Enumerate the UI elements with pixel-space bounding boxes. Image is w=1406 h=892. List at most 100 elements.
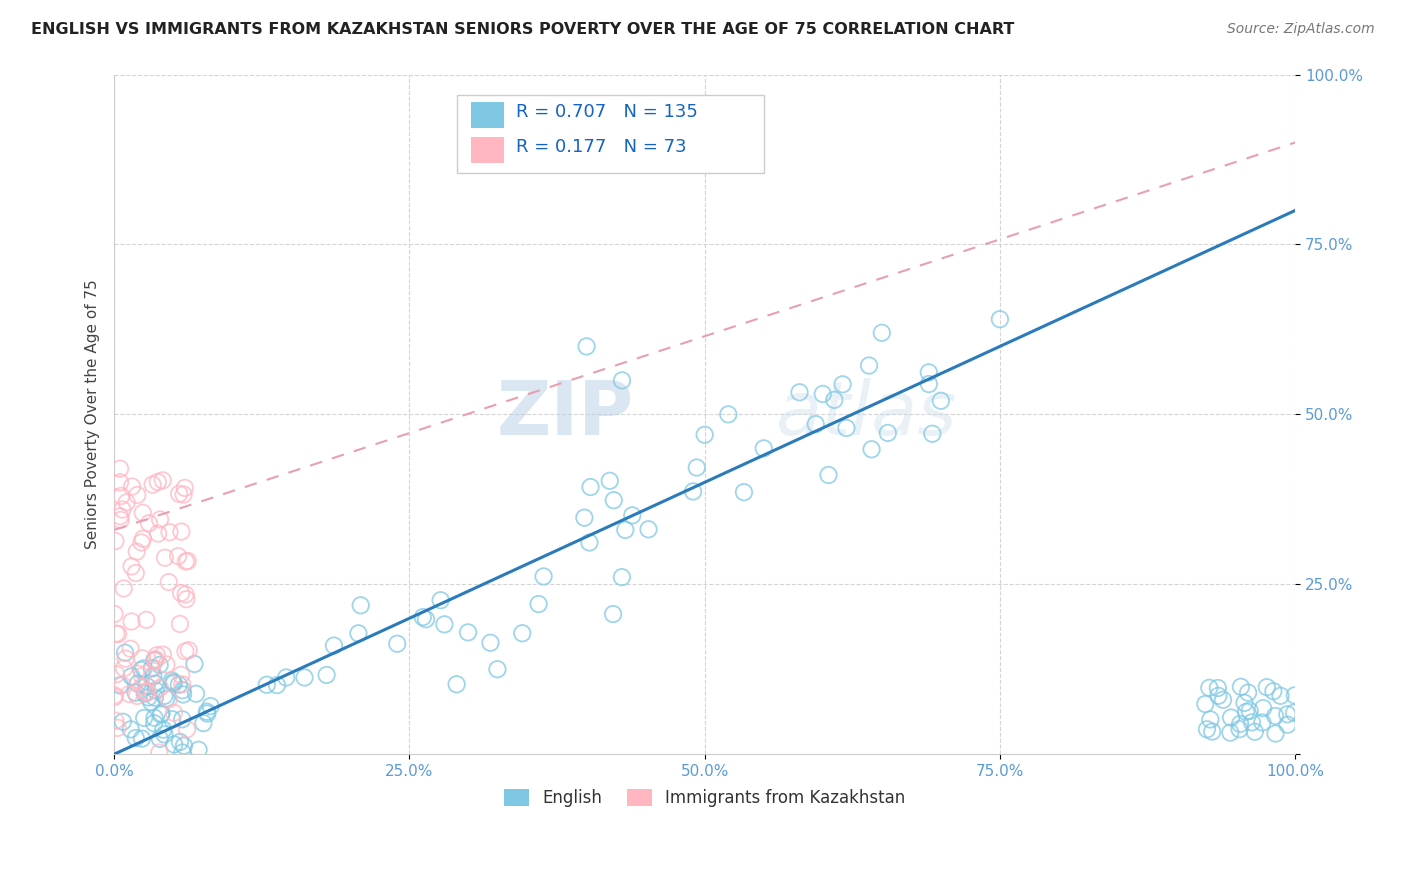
Point [486,662,509,676]
Point [1240,715,1263,730]
Point [159,525,181,540]
Point [1251,701,1274,715]
Point [266,678,288,692]
Point [120,641,142,656]
Point [823,392,845,407]
Point [412,610,434,624]
Point [143,676,166,690]
Point [132,661,155,675]
Point [172,683,194,698]
Point [929,393,952,408]
Point [170,668,193,682]
Point [108,678,131,692]
Point [446,677,468,691]
Point [610,570,633,584]
Point [115,495,138,509]
Point [125,566,148,580]
Point [177,643,200,657]
Point [114,646,136,660]
Point [860,442,883,457]
Point [294,671,316,685]
Point [146,526,169,541]
Point [195,705,218,719]
Point [988,312,1011,326]
Point [169,735,191,749]
Y-axis label: Seniors Poverty Over the Age of 75: Seniors Poverty Over the Age of 75 [86,279,100,549]
Point [921,426,943,441]
Point [686,460,709,475]
Point [1277,707,1299,722]
Point [152,723,174,737]
Point [134,711,156,725]
Point [118,687,141,701]
Point [138,690,160,705]
Point [693,427,716,442]
Point [200,699,222,714]
Point [173,739,195,753]
Point [146,475,169,489]
Point [157,692,180,706]
Point [134,685,156,699]
Point [152,648,174,662]
Point [1239,704,1261,718]
Point [429,593,451,607]
Point [172,746,194,760]
FancyBboxPatch shape [457,95,763,173]
Point [157,575,180,590]
Point [315,668,337,682]
Point [256,678,278,692]
Point [195,706,218,721]
Text: R = 0.707   N = 135: R = 0.707 N = 135 [516,103,697,121]
Point [111,502,134,516]
Point [105,626,128,640]
Point [145,683,167,698]
Point [121,615,143,629]
Point [104,714,127,728]
Point [167,487,190,501]
Text: R = 0.177   N = 73: R = 0.177 N = 73 [516,138,686,156]
Point [276,670,298,684]
Point [135,679,157,693]
Point [104,689,127,703]
Point [173,487,195,501]
Point [614,523,637,537]
Point [149,512,172,526]
Point [148,746,170,760]
Point [142,669,165,683]
Point [323,639,346,653]
Point [579,480,602,494]
Point [135,613,157,627]
Point [141,695,163,709]
Point [149,657,172,672]
Point [170,586,193,600]
Point [1212,692,1234,706]
Point [108,509,131,524]
Point [121,559,143,574]
Point [574,510,596,524]
Point [176,592,198,607]
Point [1199,713,1222,727]
Point [184,687,207,701]
Point [1284,689,1306,703]
Point [858,359,880,373]
Point [1230,680,1253,694]
Point [172,677,194,691]
Point [131,669,153,683]
Point [153,727,176,741]
Point [146,648,169,663]
Point [120,669,142,683]
Point [717,408,740,422]
Point [1251,715,1274,730]
Point [110,489,132,503]
Text: ZIP: ZIP [496,378,634,450]
Point [610,373,633,387]
Point [112,582,135,596]
Point [1220,710,1243,724]
Point [107,627,129,641]
Point [127,676,149,690]
Text: Source: ZipAtlas.com: Source: ZipAtlas.com [1227,22,1375,37]
Point [1244,724,1267,739]
Point [1219,725,1241,739]
Point [170,524,193,539]
Point [172,712,194,726]
